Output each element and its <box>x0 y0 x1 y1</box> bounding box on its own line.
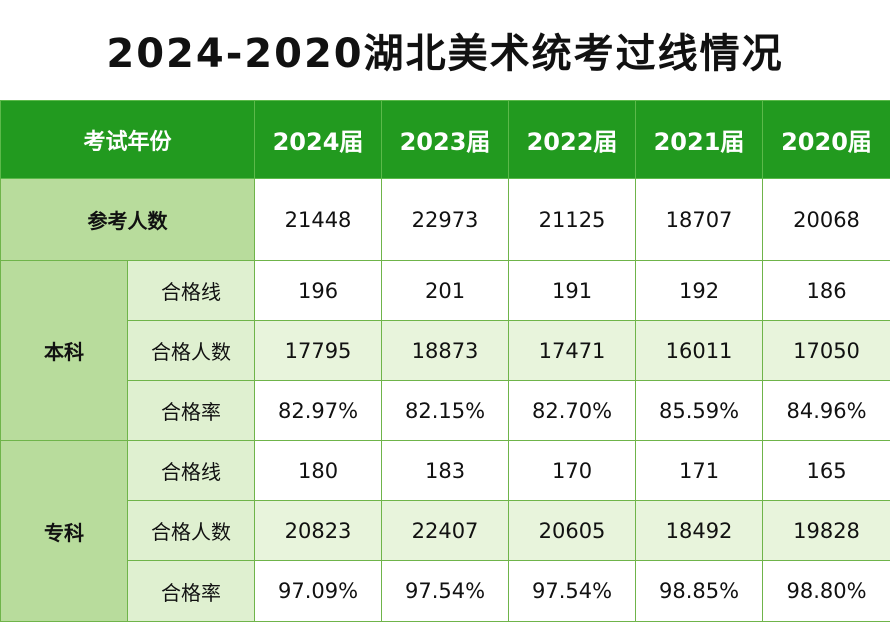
page-title: 2024-2020湖北美术统考过线情况 <box>0 0 890 100</box>
table-cell: 22407 <box>382 501 509 561</box>
table-cell: 17471 <box>509 321 636 381</box>
table-cell: 183 <box>382 441 509 501</box>
table-cell: 17050 <box>763 321 890 381</box>
table-cell: 191 <box>509 261 636 321</box>
row-label: 合格线 <box>128 261 255 321</box>
table-cell: 97.54% <box>382 561 509 622</box>
header-year-2024: 2024届 <box>255 101 382 179</box>
header-year-label: 考试年份 <box>1 101 255 179</box>
table-cell: 180 <box>255 441 382 501</box>
table-cell: 165 <box>763 441 890 501</box>
section-label-junior-college: 专科 <box>1 441 128 622</box>
header-year-2021: 2021届 <box>636 101 763 179</box>
table-cell: 20605 <box>509 501 636 561</box>
table-cell: 84.96% <box>763 381 890 441</box>
header-year-2022: 2022届 <box>509 101 636 179</box>
table-cell: 18492 <box>636 501 763 561</box>
table-cell: 20823 <box>255 501 382 561</box>
table-cell: 18873 <box>382 321 509 381</box>
participants-cell: 18707 <box>636 179 763 261</box>
table-cell: 170 <box>509 441 636 501</box>
participants-cell: 21125 <box>509 179 636 261</box>
header-row: 考试年份 2024届 2023届 2022届 2021届 2020届 <box>1 101 890 179</box>
table-cell: 16011 <box>636 321 763 381</box>
table-cell: 98.80% <box>763 561 890 622</box>
participants-cell: 20068 <box>763 179 890 261</box>
table-cell: 186 <box>763 261 890 321</box>
table-row: 合格人数 17795 18873 17471 16011 17050 <box>1 321 890 381</box>
table-cell: 171 <box>636 441 763 501</box>
table-row: 合格率 82.97% 82.15% 82.70% 85.59% 84.96% <box>1 381 890 441</box>
row-label: 合格人数 <box>128 501 255 561</box>
table-cell: 201 <box>382 261 509 321</box>
table-cell: 82.97% <box>255 381 382 441</box>
table-cell: 17795 <box>255 321 382 381</box>
table-cell: 97.54% <box>509 561 636 622</box>
row-label: 合格率 <box>128 561 255 622</box>
table-cell: 98.85% <box>636 561 763 622</box>
table-row: 参考人数 21448 22973 21125 18707 20068 <box>1 179 890 261</box>
participants-label: 参考人数 <box>1 179 255 261</box>
row-label: 合格人数 <box>128 321 255 381</box>
header-year-2023: 2023届 <box>382 101 509 179</box>
row-label: 合格率 <box>128 381 255 441</box>
table-row: 本科 合格线 196 201 191 192 186 <box>1 261 890 321</box>
row-label: 合格线 <box>128 441 255 501</box>
table-row: 专科 合格线 180 183 170 171 165 <box>1 441 890 501</box>
table-row: 合格率 97.09% 97.54% 97.54% 98.85% 98.80% <box>1 561 890 622</box>
results-table: 考试年份 2024届 2023届 2022届 2021届 2020届 参考人数 … <box>0 100 890 622</box>
section-label-undergraduate: 本科 <box>1 261 128 441</box>
header-year-2020: 2020届 <box>763 101 890 179</box>
table-cell: 85.59% <box>636 381 763 441</box>
table-cell: 192 <box>636 261 763 321</box>
table-cell: 82.15% <box>382 381 509 441</box>
table-cell: 19828 <box>763 501 890 561</box>
table-cell: 196 <box>255 261 382 321</box>
participants-cell: 22973 <box>382 179 509 261</box>
table-cell: 82.70% <box>509 381 636 441</box>
participants-cell: 21448 <box>255 179 382 261</box>
table-row: 合格人数 20823 22407 20605 18492 19828 <box>1 501 890 561</box>
table-cell: 97.09% <box>255 561 382 622</box>
